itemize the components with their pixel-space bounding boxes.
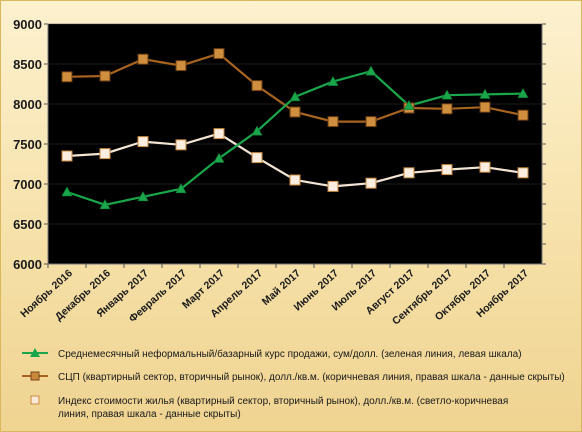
- data-point: [327, 180, 339, 192]
- data-point: [213, 152, 225, 163]
- y-tick-label: 7000: [13, 177, 42, 192]
- data-point: [137, 136, 149, 148]
- series-group: [61, 48, 529, 210]
- legend: Среднемесячный неформальный/базарный кур…: [22, 348, 565, 420]
- legend-item-2: СЦП (квартирный сектор, вторичный рынок)…: [22, 371, 565, 383]
- data-point: [517, 109, 529, 121]
- data-point: [289, 174, 301, 186]
- y-tick-label: 6000: [13, 257, 42, 272]
- data-point: [441, 89, 453, 100]
- y-axis-ticks: 6000 6500 7000 7500 8000 8500 9000: [13, 17, 42, 272]
- data-point: [365, 65, 377, 76]
- data-point: [289, 106, 301, 118]
- data-point: [441, 103, 453, 115]
- data-point: [479, 88, 491, 99]
- data-point: [289, 91, 301, 102]
- data-point: [99, 148, 111, 160]
- y-tick-label: 8000: [13, 97, 42, 112]
- data-point: [517, 87, 529, 98]
- legend-item-3: Индекс стоимости жилья (квартирный секто…: [30, 395, 508, 420]
- triangle-marker-icon: [30, 348, 40, 357]
- y-tick-label: 9000: [13, 17, 42, 32]
- legend-label-1: Среднемесячный неформальный/базарный кур…: [58, 348, 522, 360]
- data-point: [327, 75, 339, 86]
- square-marker-icon: [30, 395, 40, 405]
- square-marker-icon: [30, 371, 40, 381]
- legend-label-3a: Индекс стоимости жилья (квартирный секто…: [58, 396, 508, 407]
- data-point: [137, 53, 149, 65]
- data-point: [251, 125, 263, 136]
- data-point: [365, 177, 377, 189]
- legend-item-1: Среднемесячный неформальный/базарный кур…: [22, 348, 522, 360]
- data-point: [61, 150, 73, 162]
- data-point: [61, 71, 73, 83]
- legend-label-3b: линия, правая шкала - данные скрыты): [58, 409, 241, 420]
- data-point: [99, 70, 111, 82]
- data-point: [213, 128, 225, 140]
- data-point: [175, 139, 187, 151]
- data-point: [479, 161, 491, 173]
- data-point: [99, 199, 111, 210]
- data-point: [441, 164, 453, 176]
- data-point: [365, 116, 377, 128]
- data-point: [517, 167, 529, 179]
- data-point: [213, 48, 225, 60]
- y-tick-label: 8500: [13, 57, 42, 72]
- y-tick-label: 7500: [13, 137, 42, 152]
- data-point: [175, 60, 187, 72]
- legend-label-2: СЦП (квартирный сектор, вторичный рынок)…: [58, 372, 565, 383]
- data-point: [327, 116, 339, 128]
- data-point: [137, 191, 149, 202]
- data-point: [403, 99, 415, 110]
- data-point: [251, 152, 263, 164]
- data-point: [61, 186, 73, 197]
- data-point: [479, 101, 491, 113]
- data-point: [403, 167, 415, 179]
- data-point: [251, 80, 263, 92]
- y-tick-label: 6500: [13, 217, 42, 232]
- data-point: [175, 183, 187, 194]
